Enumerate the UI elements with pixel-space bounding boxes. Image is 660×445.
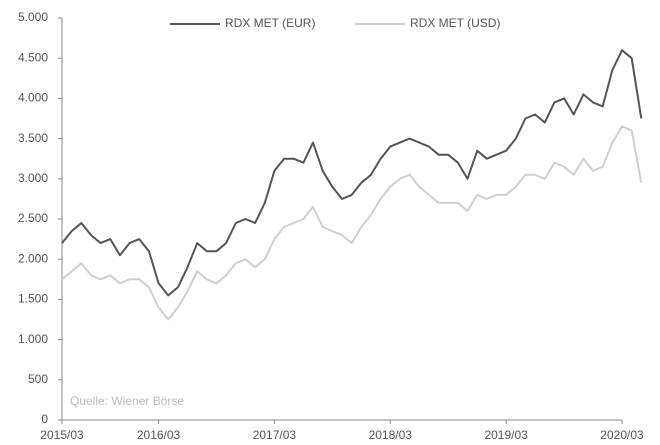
series-line (61, 125, 643, 321)
y-tick-label: 5.000 (18, 10, 48, 24)
x-tick-label: 2019/03 (484, 428, 528, 442)
annotation: Quelle: Wiener Börse (70, 394, 184, 408)
y-tick-label: 2.500 (18, 211, 48, 225)
y-tick-label: 1.500 (18, 292, 48, 306)
legend-label: RDX MET (EUR) (225, 16, 315, 30)
x-tick-label: 2020/03 (600, 428, 644, 442)
x-tick-label: 2017/03 (253, 428, 297, 442)
y-tick-label: 1.000 (18, 332, 48, 346)
series-line (61, 49, 643, 297)
y-tick-label: 4.000 (18, 91, 48, 105)
y-tick-label: 3.000 (18, 171, 48, 185)
x-tick-label: 2016/03 (137, 428, 181, 442)
x-tick-label: 2018/03 (369, 428, 413, 442)
y-tick-label: 0 (41, 412, 48, 426)
y-tick-label: 500 (28, 372, 48, 386)
legend-label: RDX MET (USD) (410, 16, 500, 30)
y-tick-label: 4.500 (18, 50, 48, 64)
x-tick-label: 2015/03 (40, 428, 84, 442)
y-tick-label: 2.000 (18, 251, 48, 265)
y-tick-label: 3.500 (18, 131, 48, 145)
